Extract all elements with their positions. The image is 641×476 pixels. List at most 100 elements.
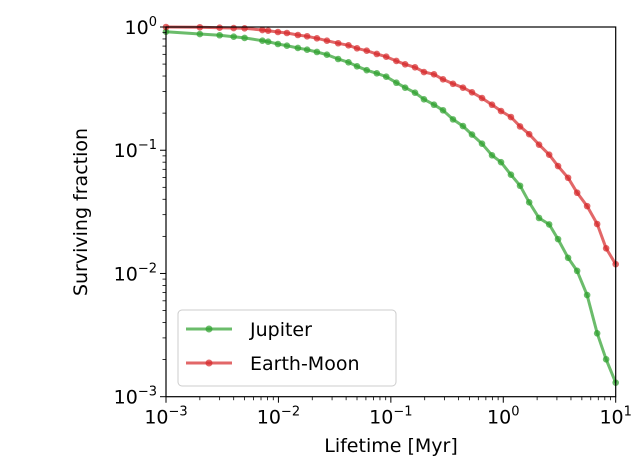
data-point-jupiter [345,59,352,66]
legend-marker-jupiter [205,325,213,333]
data-point-earth-moon [430,71,438,78]
y-tick-label: 10−1 [114,138,157,162]
data-point-earth-moon [545,151,553,158]
data-point-jupiter [545,221,553,228]
y-tick-label: 10−3 [114,385,157,409]
data-point-earth-moon [525,130,533,138]
data-point-jupiter [573,267,581,275]
y-tick-label: 100 [125,15,157,39]
data-point-jupiter [507,171,515,179]
data-point-jupiter [449,116,457,123]
data-point-earth-moon [564,174,572,182]
x-tick-label: 10−3 [144,405,187,429]
data-point-earth-moon [420,68,428,76]
data-point-jupiter [196,30,204,38]
data-point-earth-moon [459,84,467,91]
data-point-earth-moon [602,245,610,252]
data-point-jupiter [259,37,266,45]
data-point-earth-moon [274,28,282,36]
data-point-jupiter [411,89,419,96]
y-tick-label: 10−2 [114,261,157,285]
data-point-jupiter [230,33,237,41]
data-point-earth-moon [497,107,505,115]
data-point-earth-moon [535,141,543,148]
data-point-jupiter [593,329,601,337]
data-point-jupiter [488,151,496,159]
legend-label-earth-moon: Earth-Moon [250,353,360,375]
data-point-earth-moon [373,50,381,58]
data-point-jupiter [283,42,291,50]
data-point-jupiter [393,79,400,87]
data-point-earth-moon [303,32,311,40]
legend: Jupiter Earth-Moon [177,309,397,387]
data-point-jupiter [535,214,543,222]
data-point-earth-moon [363,47,371,55]
data-point-jupiter [459,122,467,130]
data-point-earth-moon [593,220,601,228]
data-point-jupiter [602,356,610,363]
data-point-earth-moon [334,39,342,47]
data-point-earth-moon [353,45,361,52]
data-point-earth-moon [313,34,321,42]
data-point-jupiter [583,291,591,299]
legend-box [177,309,397,387]
data-point-earth-moon [393,57,400,65]
data-point-earth-moon [554,162,562,170]
data-point-jupiter [274,40,282,48]
data-point-earth-moon [323,37,331,45]
x-axis-label: Lifetime [Myr] [324,435,457,457]
x-tick-label: 10−1 [369,405,412,429]
data-point-jupiter [401,84,409,91]
legend-label-jupiter: Jupiter [249,319,312,341]
data-point-jupiter [216,31,223,39]
data-point-earth-moon [401,61,409,68]
data-point-jupiter [334,55,342,63]
data-point-jupiter [294,44,302,52]
data-point-earth-moon [449,80,457,88]
data-point-earth-moon [230,24,237,32]
data-point-jupiter [382,73,390,81]
data-point-earth-moon [382,53,390,61]
data-point-earth-moon [264,27,272,35]
data-point-earth-moon [259,26,266,34]
data-point-jupiter [478,140,486,147]
data-point-earth-moon [507,113,515,121]
data-point-jupiter [430,101,438,109]
series-line-earth-moon [165,25,617,265]
data-point-jupiter [353,62,361,70]
y-axis-label: Surviving fraction [70,128,92,296]
data-point-earth-moon [573,189,581,197]
data-point-jupiter [303,46,311,54]
data-point-jupiter [323,51,331,58]
x-tick-label: 100 [487,405,519,429]
data-point-jupiter [497,158,505,166]
x-tick-label: 10−2 [257,405,300,429]
data-point-jupiter [468,131,476,138]
data-point-earth-moon [411,63,419,71]
data-point-jupiter [373,70,381,77]
data-point-earth-moon [583,202,591,210]
data-point-earth-moon [345,42,352,49]
x-tick-label: 101 [599,405,631,429]
data-point-jupiter [420,96,428,103]
data-point-earth-moon [216,24,223,32]
data-point-earth-moon [478,94,486,102]
data-point-earth-moon [241,25,248,32]
data-point-jupiter [363,66,371,74]
data-point-earth-moon [439,76,447,83]
data-point-earth-moon [488,101,496,109]
data-point-jupiter [516,182,524,190]
data-point-jupiter [439,106,447,114]
data-point-earth-moon [294,31,302,39]
data-point-jupiter [241,34,248,42]
data-point-jupiter [313,48,321,56]
data-point-earth-moon [283,29,291,37]
data-point-jupiter [564,254,572,262]
data-point-earth-moon [468,89,476,96]
data-point-jupiter [554,235,562,243]
data-point-jupiter [264,38,272,45]
data-point-jupiter [525,199,533,206]
data-point-earth-moon [516,123,524,130]
legend-marker-earth-moon [205,359,213,367]
